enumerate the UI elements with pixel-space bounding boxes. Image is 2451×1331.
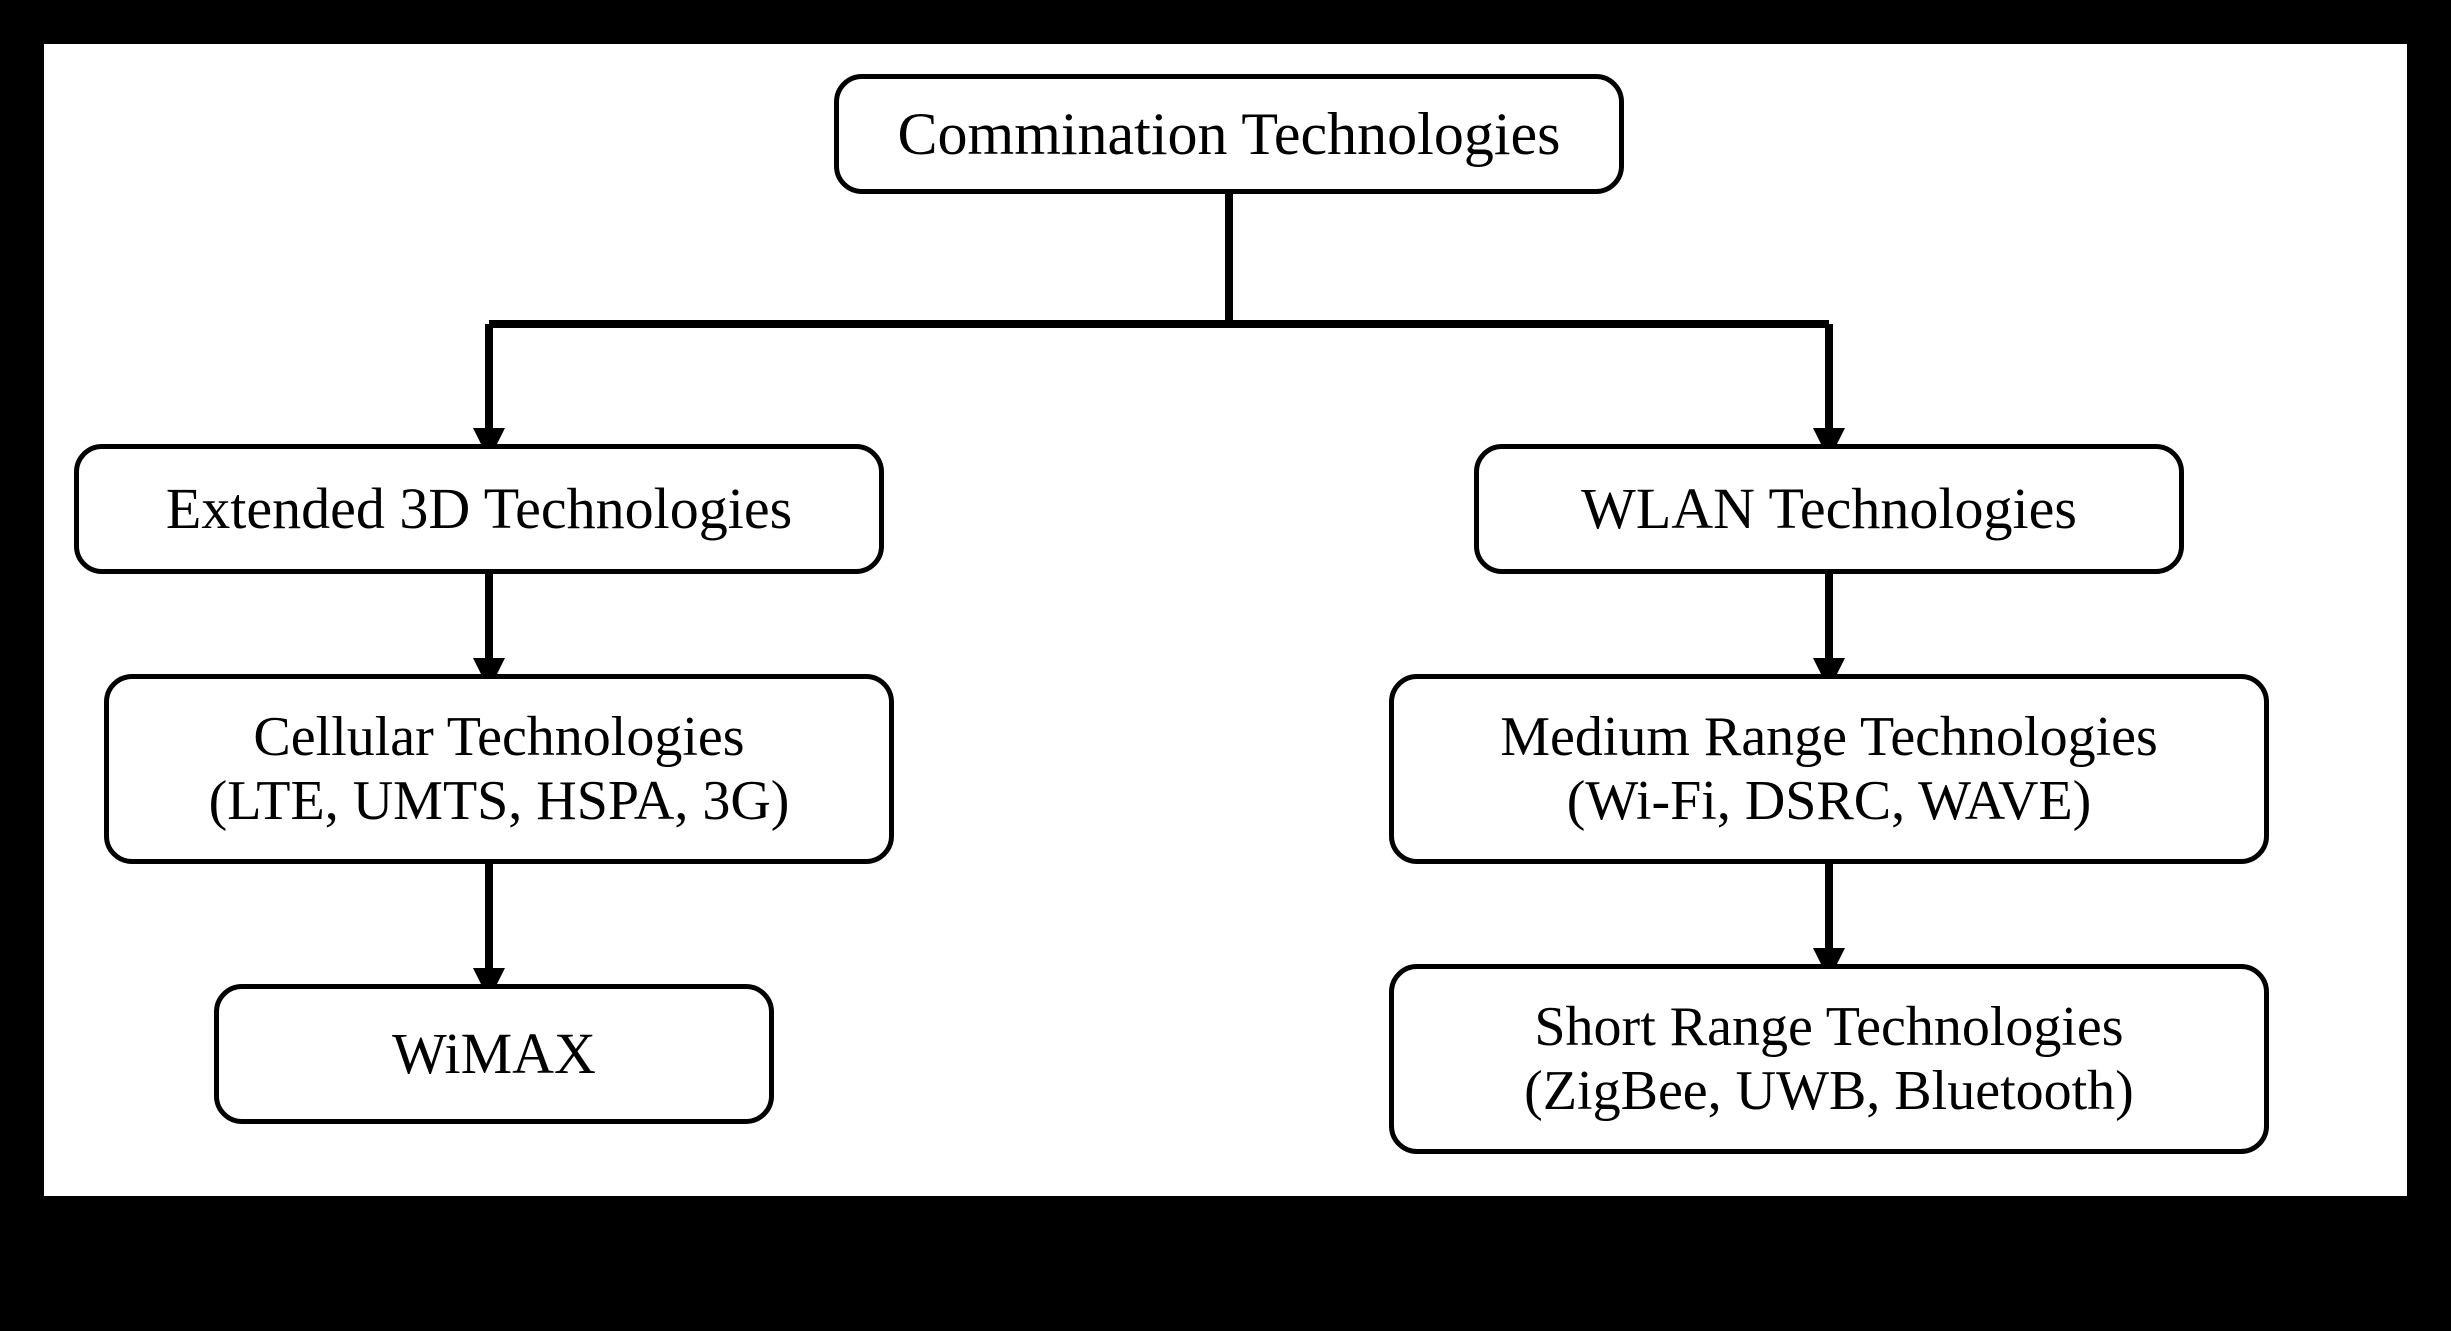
node-short: Short Range Technologies(ZigBee, UWB, Bl… xyxy=(1389,964,2269,1154)
node-short-line: Short Range Technologies xyxy=(1534,995,2123,1059)
node-ext3d: Extended 3D Technologies xyxy=(74,444,884,574)
node-med-line: (Wi-Fi, DSRC, WAVE) xyxy=(1567,769,2092,833)
node-med-line: Medium Range Technologies xyxy=(1500,705,2158,769)
node-cell-line: (LTE, UMTS, HSPA, 3G) xyxy=(209,769,790,833)
node-wimax: WiMAX xyxy=(214,984,774,1124)
node-wlan: WLAN Technologies xyxy=(1474,444,2184,574)
node-cell: Cellular Technologies(LTE, UMTS, HSPA, 3… xyxy=(104,674,894,864)
node-wlan-line: WLAN Technologies xyxy=(1581,476,2077,543)
node-root: Commination Technologies xyxy=(834,74,1624,194)
node-ext3d-line: Extended 3D Technologies xyxy=(166,476,792,543)
node-cell-line: Cellular Technologies xyxy=(253,705,744,769)
node-wimax-line: WiMAX xyxy=(392,1021,596,1088)
diagram-canvas: Commination Technologies Extended 3D Tech… xyxy=(30,30,2421,1210)
node-short-line: (ZigBee, UWB, Bluetooth) xyxy=(1524,1059,2134,1123)
node-med: Medium Range Technologies(Wi-Fi, DSRC, W… xyxy=(1389,674,2269,864)
node-root-line: Commination Technologies xyxy=(898,100,1561,169)
diagram-outer: Commination Technologies Extended 3D Tech… xyxy=(0,0,2451,1331)
